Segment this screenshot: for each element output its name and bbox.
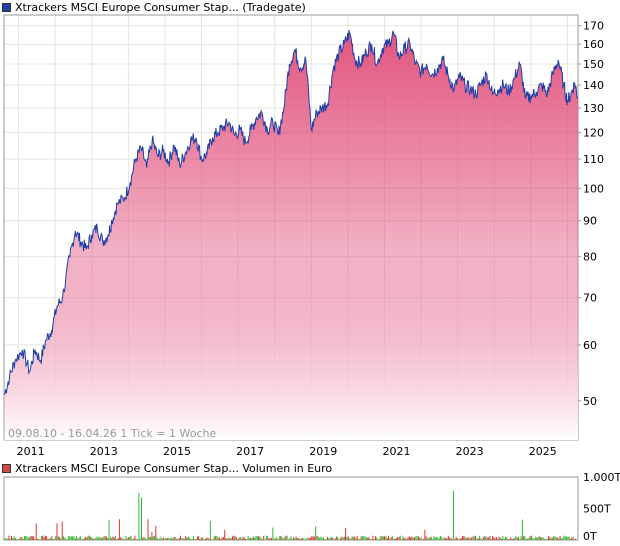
x-tick-label: 2023	[456, 445, 484, 458]
y-tick-label: 100	[583, 182, 604, 195]
y-tick-label: 160	[583, 38, 604, 51]
blue-square-icon	[2, 2, 11, 12]
price-chart-title: Xtrackers MSCI Europe Consumer Stap... (…	[15, 0, 306, 14]
red-square-icon	[2, 463, 11, 473]
y-tick-label: 90	[583, 215, 597, 228]
volume-tick-label: 500T	[583, 503, 611, 516]
y-tick-label: 130	[583, 102, 604, 115]
price-chart-legend: Xtrackers MSCI Europe Consumer Stap... (…	[2, 0, 306, 14]
y-tick-label: 80	[583, 251, 597, 264]
volume-bars	[4, 490, 577, 540]
x-tick-label: 2011	[17, 445, 45, 458]
y-tick-label: 170	[583, 20, 604, 33]
volume-chart-title: Xtrackers MSCI Europe Consumer Stap... V…	[15, 461, 333, 475]
volume-tick-label: 1.000T	[583, 471, 620, 484]
volume-chart-legend: Xtrackers MSCI Europe Consumer Stap... V…	[2, 461, 332, 475]
price-area	[4, 30, 578, 441]
y-tick-label: 120	[583, 126, 604, 139]
x-tick-label: 2025	[529, 445, 557, 458]
x-tick-label: 2015	[163, 445, 191, 458]
y-tick-label: 150	[583, 58, 604, 71]
y-tick-label: 60	[583, 339, 597, 352]
x-tick-label: 2019	[309, 445, 337, 458]
chart-info-text: 09.08.10 - 16.04.26 1 Tick = 1 Woche	[8, 427, 216, 440]
x-tick-label: 2021	[382, 445, 410, 458]
y-tick-label: 140	[583, 79, 604, 92]
price-line	[3, 30, 579, 395]
x-tick-label: 2013	[90, 445, 118, 458]
y-tick-label: 50	[583, 395, 597, 408]
volume-tick-label: 0T	[583, 530, 597, 543]
x-tick-label: 2017	[236, 445, 264, 458]
y-tick-label: 70	[583, 292, 597, 305]
y-tick-label: 110	[583, 153, 604, 166]
volume-plot-frame	[3, 476, 579, 541]
